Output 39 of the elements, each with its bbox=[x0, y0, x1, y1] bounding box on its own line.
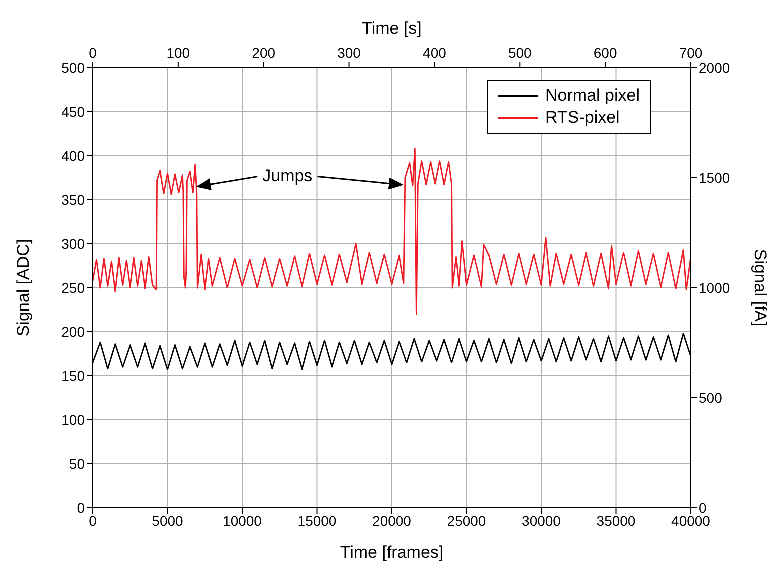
y-tick-label: 0 bbox=[77, 500, 86, 516]
legend-label: Normal pixel bbox=[546, 85, 640, 107]
y-tick-label: 450 bbox=[62, 104, 86, 120]
x2-axis-title: Time [s] bbox=[362, 19, 422, 38]
y-axis-title: Signal [ADC] bbox=[14, 239, 34, 337]
y-tick-label: 350 bbox=[62, 192, 86, 208]
y-tick-label: 200 bbox=[62, 324, 86, 340]
x2-tick-label: 0 bbox=[89, 45, 98, 61]
x2-tick-label: 200 bbox=[252, 45, 276, 61]
y2-tick-label: 1500 bbox=[699, 170, 730, 186]
legend-label: RTS-pixel bbox=[546, 107, 620, 129]
x2-tick-label: 300 bbox=[338, 45, 362, 61]
y-tick-label: 100 bbox=[62, 412, 86, 428]
x2-tick-label: 500 bbox=[508, 45, 532, 61]
x-tick-label: 15000 bbox=[298, 512, 337, 529]
y2-axis-title: Signal [fA] bbox=[750, 249, 770, 327]
x-tick-label: 5000 bbox=[152, 512, 184, 529]
x-tick-label: 0 bbox=[89, 512, 98, 529]
y-tick-label: 500 bbox=[62, 60, 86, 76]
y-tick-label: 250 bbox=[62, 280, 86, 296]
x-tick-label: 20000 bbox=[372, 512, 412, 529]
y2-tick-label: 500 bbox=[699, 390, 723, 406]
x2-tick-label: 400 bbox=[423, 45, 447, 61]
line-series bbox=[93, 148, 691, 316]
y2-tick-label: 2000 bbox=[699, 60, 730, 76]
y-tick-label: 50 bbox=[69, 456, 86, 472]
x-tick-label: 25000 bbox=[447, 512, 486, 529]
x-tick-label: 10000 bbox=[223, 512, 262, 529]
annotation: Jumps bbox=[262, 166, 313, 186]
x-axis-title: Time [frames] bbox=[340, 543, 444, 562]
y-tick-label: 150 bbox=[62, 368, 86, 384]
x2-tick-label: 700 bbox=[679, 45, 703, 61]
x-tick-label: 30000 bbox=[522, 512, 562, 529]
x-tick-label: 35000 bbox=[596, 512, 636, 529]
y-tick-label: 400 bbox=[62, 148, 86, 164]
y2-tick-label: 1000 bbox=[699, 280, 730, 296]
x2-tick-label: 100 bbox=[166, 45, 190, 61]
x2-tick-label: 600 bbox=[594, 45, 618, 61]
y-tick-label: 300 bbox=[62, 236, 86, 252]
